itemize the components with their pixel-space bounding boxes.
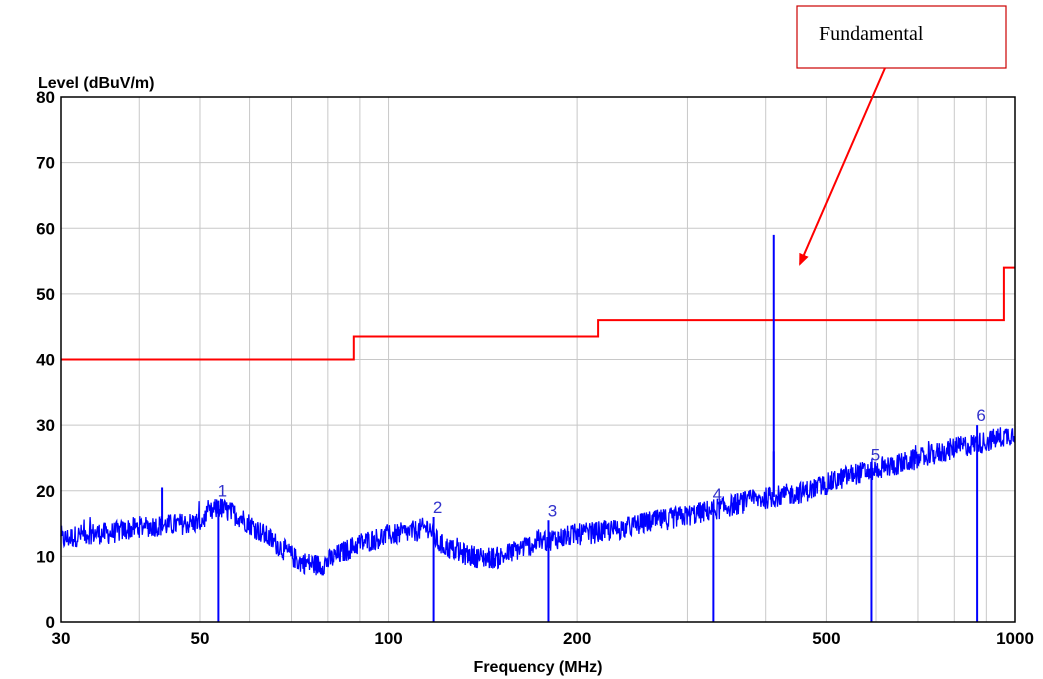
- x-tick-label: 500: [812, 629, 840, 648]
- y-tick-label: 0: [46, 613, 55, 632]
- y-tick-label: 10: [36, 547, 55, 566]
- y-tick-label: 60: [36, 219, 55, 238]
- limit-line-layer: [61, 266, 1015, 361]
- marker-label: 6: [976, 406, 985, 425]
- y-tick-label: 70: [36, 154, 55, 173]
- callout-arrow: [799, 67, 886, 266]
- marker-label: 4: [713, 485, 722, 504]
- y-tick-label: 50: [36, 285, 55, 304]
- x-tick-label: 1000: [996, 629, 1034, 648]
- callout-text: Fundamental: [819, 23, 924, 45]
- markers: 1 2 3 4 5 6: [217, 406, 986, 622]
- marker-label: 1: [218, 482, 227, 501]
- spectrum-layer: [60, 234, 1016, 576]
- marker-label: 3: [548, 501, 557, 520]
- x-tick-label: 100: [374, 629, 402, 648]
- callout-box: [796, 5, 1007, 69]
- y-tick-label: 20: [36, 482, 55, 501]
- y-axis-label: Level (dBuV/m): [38, 75, 154, 92]
- y-tick-label: 30: [36, 416, 55, 435]
- fundamental-callout: Fundamental: [796, 5, 1007, 266]
- marker-label: 2: [433, 498, 442, 517]
- x-tick-label: 200: [563, 629, 591, 648]
- y-tick-label: 40: [36, 351, 55, 370]
- x-tick-label: 30: [52, 629, 71, 648]
- tick-labels: 0 10 20 30 40 50 60 70 80 30 50 100 200 500 1000: [36, 88, 1034, 648]
- limit-line: [61, 266, 1015, 361]
- y-tick-label: 80: [36, 88, 55, 107]
- x-tick-label: 50: [191, 629, 210, 648]
- x-axis-label: Frequency (MHz): [474, 659, 603, 676]
- spectrum-trace: [60, 427, 1016, 576]
- plot-frame: [60, 96, 1016, 623]
- marker-label: 5: [871, 446, 880, 465]
